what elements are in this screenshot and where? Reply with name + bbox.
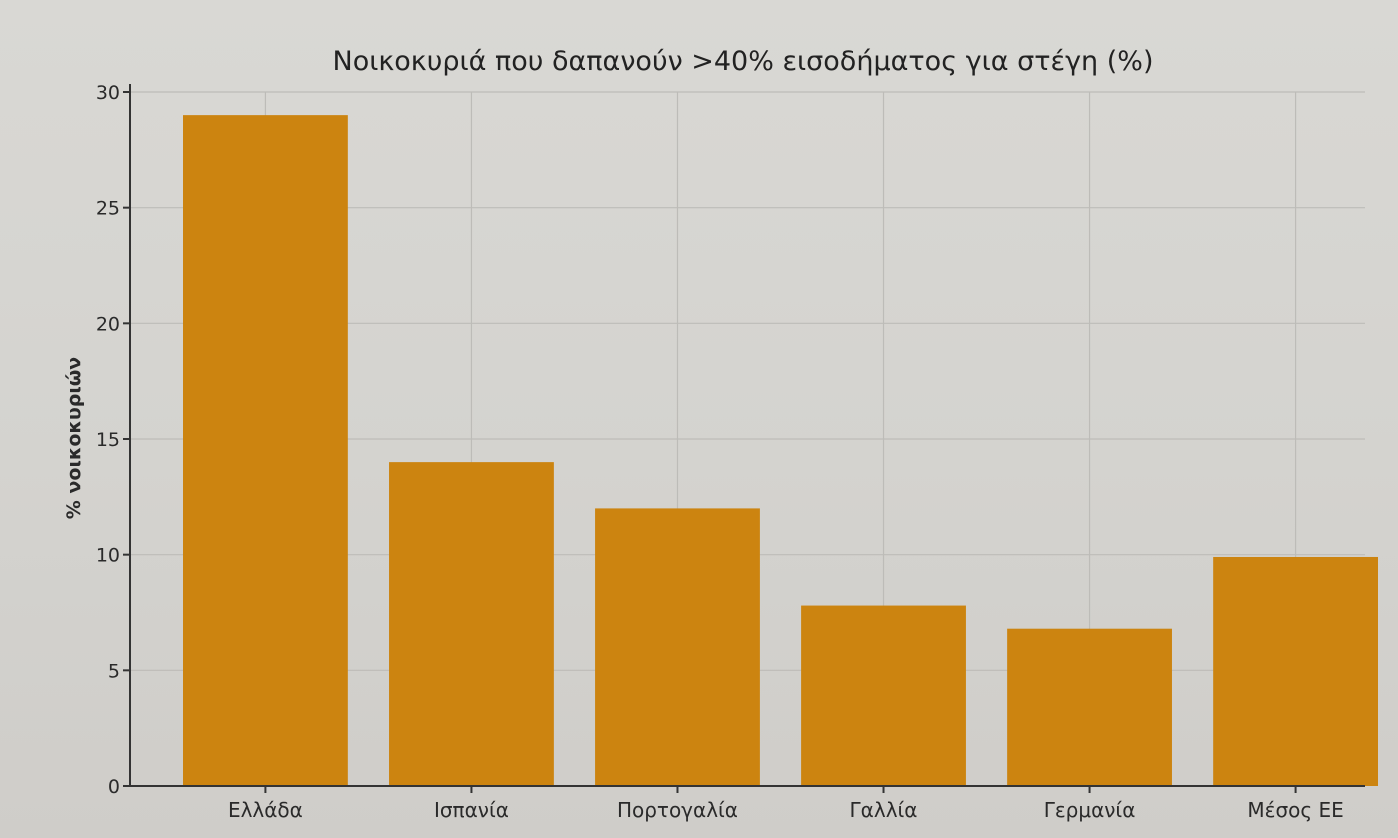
x-tick-label: Γερμανία [1044, 798, 1136, 822]
bar [1007, 628, 1172, 786]
y-tick-label: 25 [96, 198, 120, 220]
x-tick-label: Μέσος ΕΕ [1247, 798, 1343, 822]
x-tick-label: Γαλλία [850, 798, 918, 822]
y-tick-label: 5 [108, 660, 120, 682]
y-tick-label: 30 [96, 82, 120, 104]
bar [1213, 556, 1378, 786]
x-tick-label: Πορτογαλία [617, 798, 738, 822]
y-tick-label: 15 [96, 429, 120, 451]
bars [183, 115, 1378, 787]
axes [129, 84, 1365, 787]
y-tick-label: 0 [108, 776, 120, 798]
y-tick-label: 20 [96, 313, 120, 335]
x-tick-label: Ελλάδα [228, 798, 303, 822]
bar [183, 115, 348, 787]
y-tick-label: 10 [96, 545, 120, 567]
y-tick-labels: 0 5 10 15 20 25 30 [96, 82, 130, 798]
x-tick-labels: Ελλάδα Ισπανία Πορτογαλία Γαλλία Γερμανία Μέσ… [228, 786, 1344, 822]
bar [801, 605, 966, 786]
bar [595, 508, 760, 786]
y-axis-label: % νοικοκυριών [63, 357, 85, 519]
bar [389, 462, 554, 786]
chart-title: Νοικοκυριά που δαπανούν >40% εισοδήματος… [333, 46, 1154, 77]
x-tick-label: Ισπανία [434, 798, 509, 822]
